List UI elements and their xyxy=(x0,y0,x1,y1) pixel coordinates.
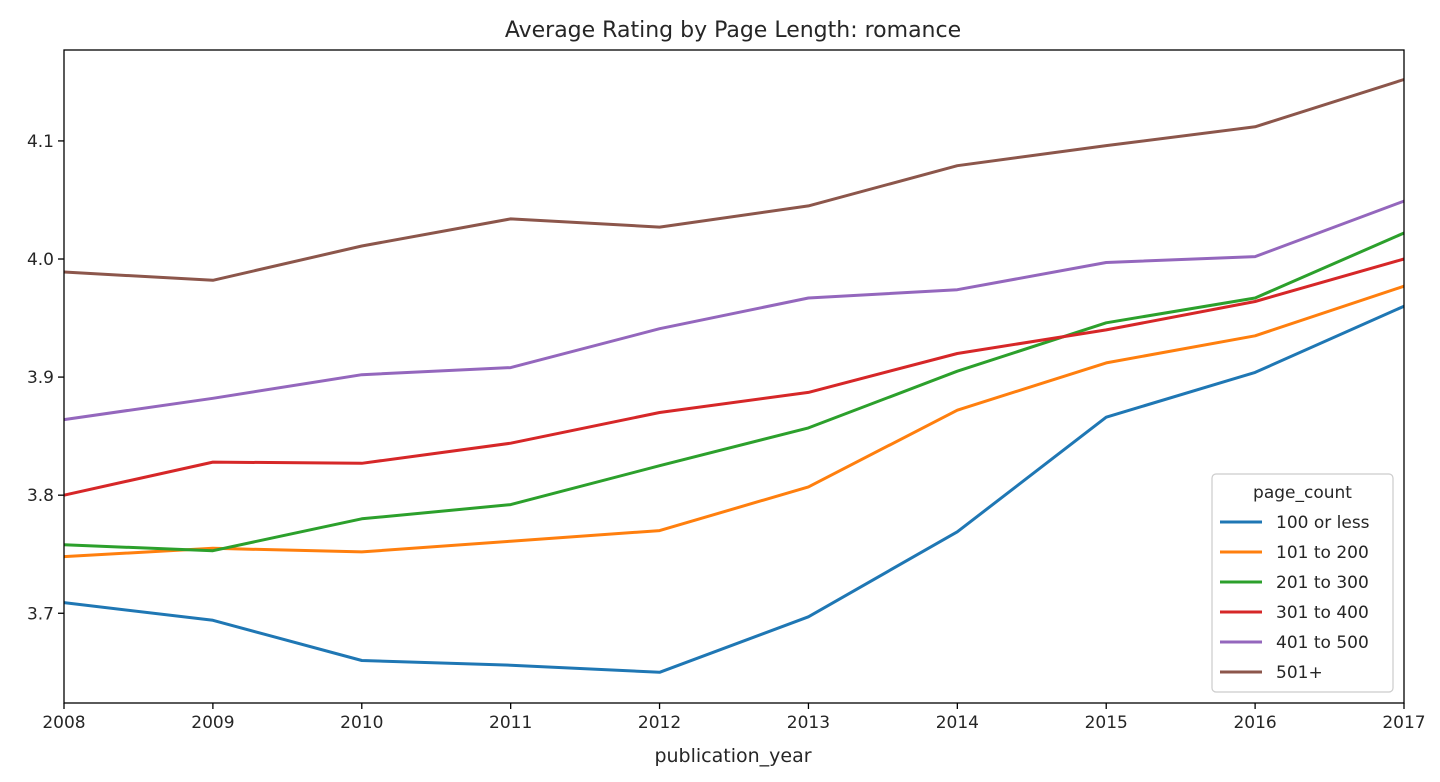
legend-label: 301 to 400 xyxy=(1276,603,1369,623)
plot-area xyxy=(63,49,1405,704)
y-axis: 3.7 3.8 3.9 4.0 4.1 xyxy=(27,132,64,624)
y-tick-label: 4.1 xyxy=(27,132,54,152)
legend-label: 401 to 500 xyxy=(1276,633,1369,653)
x-tick-label: 2013 xyxy=(787,713,830,733)
x-tick-label: 2012 xyxy=(638,713,681,733)
series-line-5 xyxy=(63,199,1405,422)
legend[interactable]: page_count 100 or less 101 to 200 201 to 30… xyxy=(1211,473,1394,693)
legend-label: 501+ xyxy=(1276,663,1323,683)
y-tick-label: 3.9 xyxy=(27,368,54,388)
x-tick-label: 2014 xyxy=(936,713,979,733)
plot-frame xyxy=(63,49,1405,704)
y-tick-label: 4.0 xyxy=(27,250,54,270)
legend-label: 201 to 300 xyxy=(1276,573,1369,593)
series-line-4 xyxy=(63,257,1405,497)
x-tick-label: 2015 xyxy=(1085,713,1128,733)
x-tick-label: 2008 xyxy=(42,713,85,733)
x-axis: 2008 2009 2010 2011 2012 2013 2014 2015 2016 2017 xyxy=(42,703,1426,733)
x-tick-label: 2016 xyxy=(1233,713,1276,733)
series-line-3 xyxy=(63,231,1405,553)
x-tick-label: 2010 xyxy=(340,713,383,733)
x-axis-label: publication_year xyxy=(654,745,811,767)
legend-label: 101 to 200 xyxy=(1276,543,1369,563)
x-tick-label: 2017 xyxy=(1382,713,1425,733)
y-tick-label: 3.8 xyxy=(27,486,54,506)
series-line-2 xyxy=(63,284,1405,559)
series-line-6 xyxy=(63,78,1405,282)
legend-label: 100 or less xyxy=(1276,513,1370,533)
series-line-1 xyxy=(63,304,1405,674)
x-tick-label: 2009 xyxy=(191,713,234,733)
chart-title: Average Rating by Page Length: romance xyxy=(505,18,961,43)
legend-title: page_count xyxy=(1253,483,1352,503)
x-tick-label: 2011 xyxy=(489,713,532,733)
legend-frame xyxy=(1211,473,1394,693)
y-tick-label: 3.7 xyxy=(27,604,54,624)
